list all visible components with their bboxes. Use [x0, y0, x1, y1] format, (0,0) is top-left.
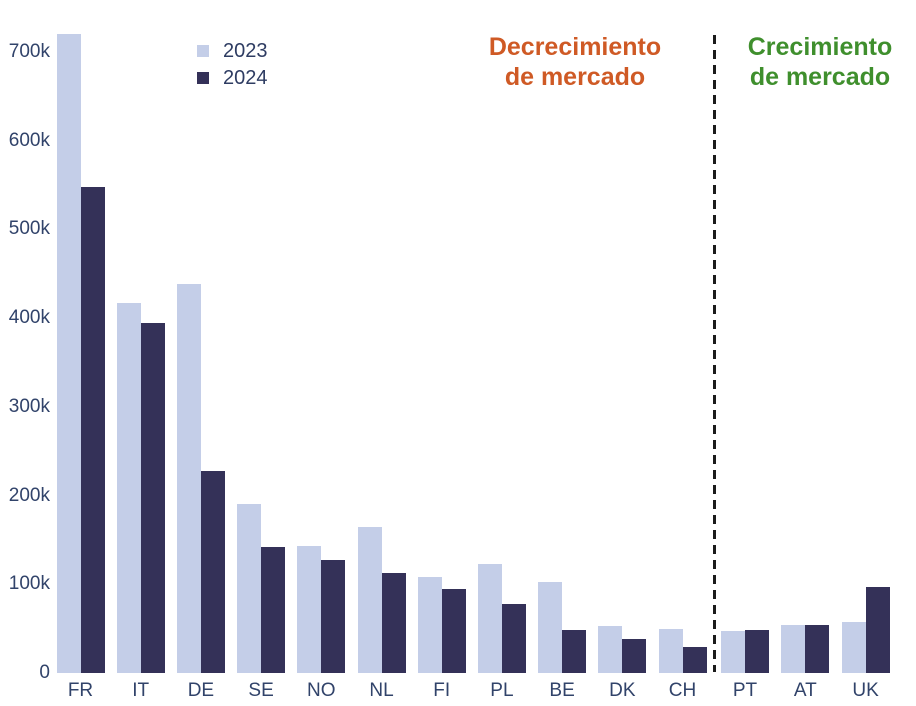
y-tick-200k: 200k — [8, 484, 50, 506]
x-label-SE: SE — [248, 680, 274, 701]
bar-2024-DK — [622, 639, 647, 673]
y-tick-600k: 600k — [8, 129, 50, 151]
bar-2024-DE — [200, 470, 225, 673]
x-label-DK: DK — [609, 680, 636, 701]
bar-2023-DK — [598, 625, 623, 673]
bar-2024-NL — [381, 572, 406, 673]
y-tick-100k: 100k — [8, 573, 50, 595]
bar-2024-SE — [261, 547, 286, 673]
x-label-FR: FR — [67, 680, 94, 701]
x-label-IT: IT — [132, 680, 150, 701]
market-divider-dashed-line — [713, 35, 716, 672]
bar-2024-PL — [501, 603, 526, 673]
bar-2023-AT — [781, 625, 806, 673]
x-label-CH: CH — [668, 680, 697, 701]
bar-2024-IT — [140, 323, 165, 673]
bar-2024-CH — [682, 647, 707, 673]
y-tick-0: 0 — [39, 662, 50, 683]
bar-2023-CH — [658, 628, 683, 673]
bar-2024-UK — [865, 586, 890, 673]
y-tick-500k: 500k — [8, 218, 50, 240]
bar-2023-FR — [56, 34, 81, 673]
x-label-NO: NO — [307, 680, 336, 701]
legend-label-2023: 2023 — [223, 39, 268, 62]
bar-2023-BE — [538, 581, 563, 673]
legend: 2023 2024 — [197, 40, 268, 94]
y-tick-700k: 700k — [8, 41, 50, 62]
annotation-line: de mercado — [504, 63, 646, 91]
annotation-line: Decrecimiento — [488, 33, 662, 61]
bar-2023-NL — [357, 526, 382, 673]
x-label-FI: FI — [433, 680, 451, 701]
x-label-BE: BE — [549, 680, 575, 701]
legend-item-2024: 2024 — [197, 67, 268, 89]
bar-2023-PT — [721, 631, 745, 673]
bar-2023-UK — [841, 621, 866, 673]
x-label-PT: PT — [732, 680, 758, 701]
bar-2023-FI — [417, 577, 442, 673]
x-label-AT: AT — [793, 680, 817, 701]
annotation-line: de mercado — [749, 63, 891, 91]
bar-2024-AT — [805, 625, 830, 673]
y-tick-300k: 300k — [8, 395, 50, 417]
bar-2023-SE — [237, 504, 262, 673]
legend-item-2023: 2023 — [197, 40, 268, 62]
bar-2023-PL — [477, 563, 502, 673]
bar-2024-FI — [441, 588, 466, 673]
legend-swatch-2024 — [197, 72, 209, 84]
y-tick-400k: 400k — [8, 307, 50, 329]
bar-2023-IT — [116, 303, 141, 673]
x-label-DE: DE — [187, 680, 215, 701]
bar-2024-BE — [562, 630, 587, 673]
annotation-line: Crecimiento — [747, 33, 893, 61]
x-label-PL: PL — [490, 680, 514, 701]
bar-2023-NO — [297, 546, 322, 673]
annotation-market-growth: Crecimiento de mercado — [700, 32, 916, 92]
x-label-UK: UK — [852, 680, 879, 701]
bar-2024-PT — [745, 630, 769, 673]
bar-2023-DE — [176, 284, 201, 673]
legend-label-2024: 2024 — [223, 66, 268, 89]
x-label-NL: NL — [369, 680, 394, 701]
bar-2024-NO — [321, 560, 346, 673]
legend-swatch-2023 — [197, 45, 209, 57]
annotation-market-decline: Decrecimiento de mercado — [455, 32, 695, 92]
bar-2024-FR — [80, 186, 105, 673]
